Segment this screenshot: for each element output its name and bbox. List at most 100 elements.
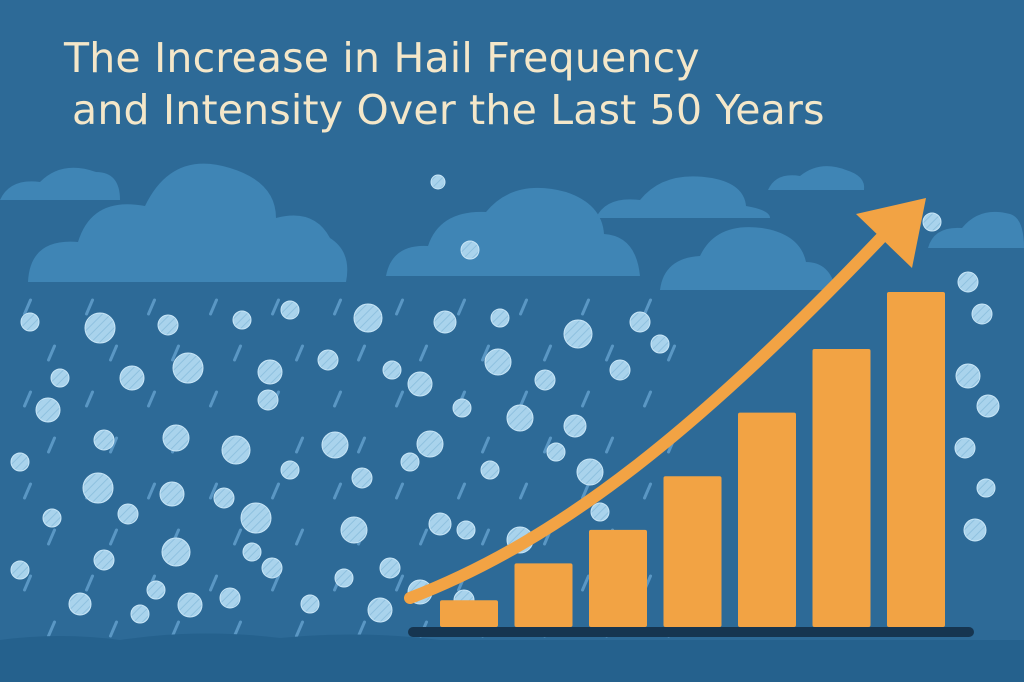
hailstone-icon bbox=[353, 303, 383, 333]
trend-arrow-icon bbox=[404, 216, 902, 604]
rain-streak bbox=[109, 344, 119, 362]
rain-streak bbox=[581, 298, 591, 316]
bar-4 bbox=[663, 476, 722, 627]
rain-streak bbox=[643, 482, 653, 500]
hailstone-icon bbox=[317, 349, 339, 371]
hailstone-icon bbox=[300, 594, 320, 614]
rain-streak bbox=[23, 574, 33, 592]
rain-streak bbox=[357, 344, 367, 362]
hailstone-icon bbox=[257, 389, 279, 411]
rain-streak bbox=[109, 620, 119, 638]
hailstones bbox=[10, 174, 1000, 624]
rain-streak bbox=[271, 482, 281, 500]
rain-streak bbox=[357, 436, 367, 454]
hailstone-icon bbox=[379, 557, 401, 579]
cloud-icon bbox=[928, 211, 1024, 248]
rain-streak bbox=[481, 344, 491, 362]
hailstone-icon bbox=[546, 442, 566, 462]
hailstone-icon bbox=[480, 460, 500, 480]
rain-streak bbox=[295, 528, 305, 546]
rain-streak bbox=[543, 436, 553, 454]
rain-streak bbox=[209, 298, 219, 316]
hailstone-icon bbox=[172, 352, 204, 384]
rain-streak bbox=[85, 574, 95, 592]
rain-streak bbox=[543, 344, 553, 362]
hailstone-icon bbox=[957, 271, 979, 293]
hailstone-icon bbox=[257, 359, 283, 385]
rain-streak bbox=[47, 344, 57, 362]
hailstone-icon bbox=[456, 520, 476, 540]
rain-streak bbox=[419, 344, 429, 362]
hailstone-icon bbox=[161, 537, 191, 567]
rain-streak bbox=[357, 620, 367, 638]
hailstone-icon bbox=[240, 502, 272, 534]
hailstone-icon bbox=[351, 467, 373, 489]
rain-streak bbox=[233, 344, 243, 362]
rain-streak bbox=[605, 344, 615, 362]
rain-streak bbox=[23, 390, 33, 408]
ground-strip bbox=[0, 633, 1024, 682]
rain-streak bbox=[643, 298, 653, 316]
rain-streak bbox=[171, 620, 181, 638]
hailstone-icon bbox=[321, 431, 349, 459]
bar-2 bbox=[514, 563, 573, 627]
hailstone-icon bbox=[261, 557, 283, 579]
hailstone-icon bbox=[400, 452, 420, 472]
hailstone-icon bbox=[430, 174, 446, 190]
hailstone-icon bbox=[157, 314, 179, 336]
cloud-icon bbox=[386, 187, 640, 276]
rain-streak bbox=[457, 298, 467, 316]
rain-streak bbox=[395, 482, 405, 500]
hailstone-icon bbox=[35, 397, 61, 423]
rain-streak bbox=[457, 482, 467, 500]
cloud-icon bbox=[0, 167, 120, 200]
hailstone-icon bbox=[416, 430, 444, 458]
hailstone-icon bbox=[232, 310, 252, 330]
hailstone-icon bbox=[10, 560, 30, 580]
hailstone-icon bbox=[242, 542, 262, 562]
rain-streak bbox=[395, 298, 405, 316]
hailstone-icon bbox=[162, 424, 190, 452]
hailstone-icon bbox=[971, 303, 993, 325]
hailstone-icon bbox=[563, 319, 593, 349]
rain-streak bbox=[395, 390, 405, 408]
hailstone-icon bbox=[50, 368, 70, 388]
hailstone-icon bbox=[93, 549, 115, 571]
hailstone-icon bbox=[130, 604, 150, 624]
rain-streak bbox=[667, 344, 677, 362]
hailstone-icon bbox=[452, 398, 472, 418]
rain-streak bbox=[333, 298, 343, 316]
hailstone-icon bbox=[146, 580, 166, 600]
hailstone-icon bbox=[221, 435, 251, 465]
hailstone-icon bbox=[340, 516, 368, 544]
hailstone-icon bbox=[20, 312, 40, 332]
cloud-icon bbox=[28, 163, 348, 282]
hailstone-icon bbox=[534, 369, 556, 391]
rain-streak bbox=[643, 390, 653, 408]
rain-streak bbox=[295, 436, 305, 454]
bar-5 bbox=[738, 412, 796, 627]
rain-streak bbox=[581, 574, 591, 592]
rain-streak bbox=[295, 620, 305, 638]
rain-streak bbox=[395, 574, 405, 592]
hailstone-icon bbox=[609, 359, 631, 381]
bar-7 bbox=[887, 292, 945, 627]
hailstone-icon bbox=[460, 240, 480, 260]
rain-streak bbox=[419, 528, 429, 546]
rain-streak bbox=[109, 528, 119, 546]
hailstone-icon bbox=[117, 503, 139, 525]
rain-streak bbox=[519, 390, 529, 408]
hailstone-icon bbox=[119, 365, 145, 391]
hailstone-icon bbox=[93, 429, 115, 451]
rain-streak bbox=[271, 298, 281, 316]
hailstone-icon bbox=[68, 592, 92, 616]
rain-streak bbox=[519, 482, 529, 500]
rain-streak bbox=[605, 436, 615, 454]
hailstone-icon bbox=[955, 363, 981, 389]
cloud-icon bbox=[768, 166, 865, 190]
hailstone-icon bbox=[490, 308, 510, 328]
hailstone-icon bbox=[367, 597, 393, 623]
rain-streak bbox=[233, 620, 243, 638]
rain-streak bbox=[581, 482, 591, 500]
